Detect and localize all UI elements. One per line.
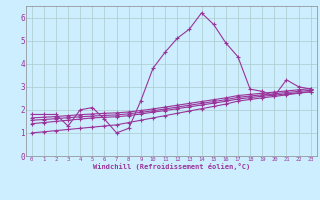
- X-axis label: Windchill (Refroidissement éolien,°C): Windchill (Refroidissement éolien,°C): [92, 163, 250, 170]
